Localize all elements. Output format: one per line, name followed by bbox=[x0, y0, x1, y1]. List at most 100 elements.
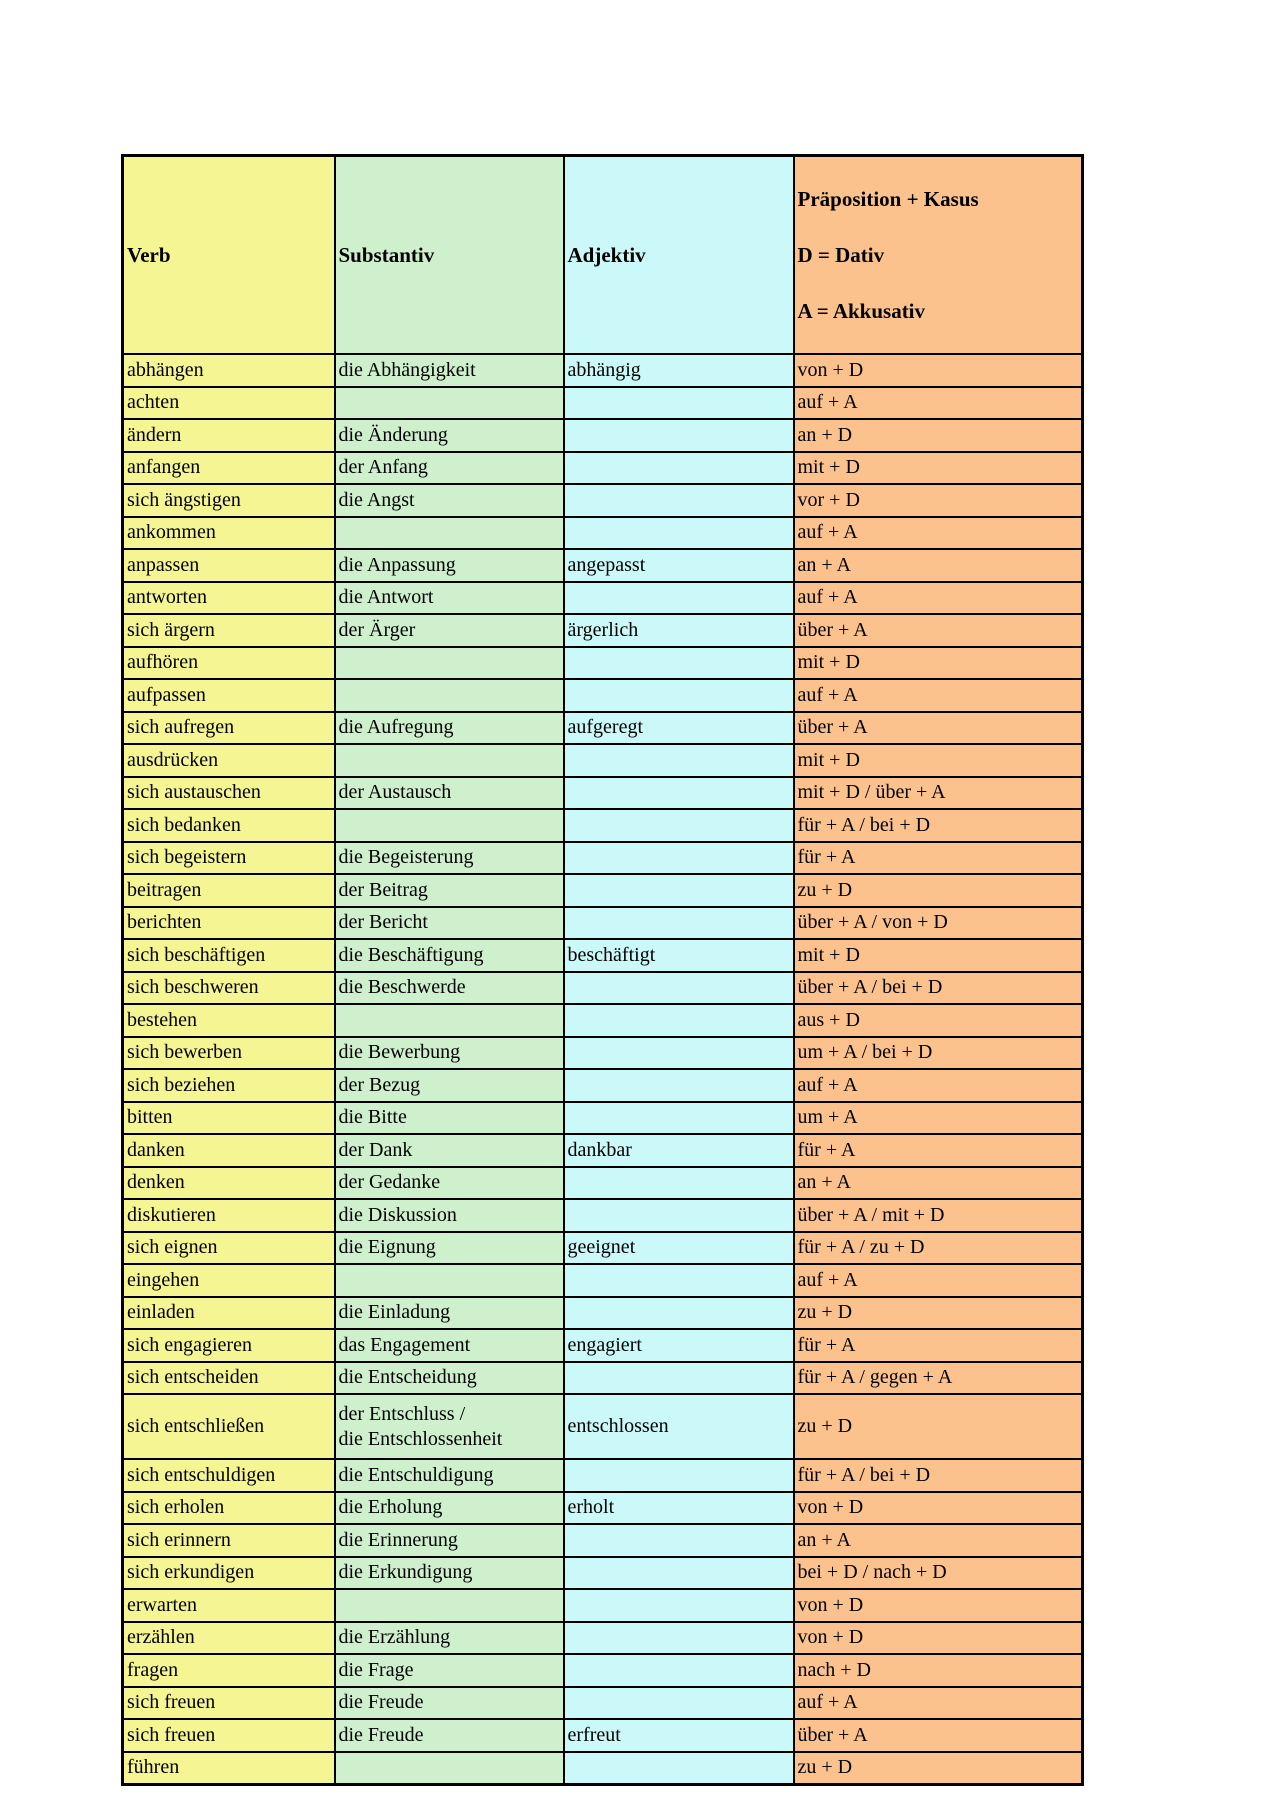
cell-substantiv bbox=[333, 385, 565, 420]
table-row: beitragen der Beitrag zu + D bbox=[121, 873, 1084, 908]
table-row: ausdrücken mit + D bbox=[121, 743, 1084, 778]
cell-verb: danken bbox=[121, 1133, 336, 1168]
cell-substantiv bbox=[333, 1750, 565, 1785]
table-row: sich entschuldigen die Entschuldigung fü… bbox=[121, 1458, 1084, 1493]
cell-praeposition: auf + A bbox=[792, 515, 1084, 550]
cell-praeposition: zu + D bbox=[792, 873, 1084, 908]
cell-praeposition: für + A / gegen + A bbox=[792, 1360, 1084, 1395]
column-header-substantiv: Substantiv bbox=[333, 154, 565, 355]
cell-praeposition: mit + D bbox=[792, 450, 1084, 485]
cell-verb: abhängen bbox=[121, 353, 336, 388]
cell-verb: sich freuen bbox=[121, 1718, 336, 1753]
table-row: danken der Dank dankbar für + A bbox=[121, 1133, 1084, 1168]
table-row: sich aufregen die Aufregung aufgeregt üb… bbox=[121, 710, 1084, 745]
cell-adjektiv: engagiert bbox=[562, 1328, 795, 1363]
cell-verb: achten bbox=[121, 385, 336, 420]
table-row: anfangen der Anfang mit + D bbox=[121, 450, 1084, 485]
cell-praeposition: zu + D bbox=[792, 1393, 1084, 1460]
table-row: sich erkundigen die Erkundigung bei + D … bbox=[121, 1555, 1084, 1590]
cell-praeposition: für + A bbox=[792, 840, 1084, 875]
table-row: ankommen auf + A bbox=[121, 515, 1084, 550]
cell-substantiv: die Beschwerde bbox=[333, 970, 565, 1005]
cell-praeposition: mit + D bbox=[792, 743, 1084, 778]
table-row: eingehen auf + A bbox=[121, 1263, 1084, 1298]
cell-substantiv: die Entschuldigung bbox=[333, 1458, 565, 1493]
cell-praeposition: mit + D bbox=[792, 645, 1084, 680]
cell-substantiv: die Antwort bbox=[333, 580, 565, 615]
cell-praeposition: auf + A bbox=[792, 1068, 1084, 1103]
cell-substantiv: der Bezug bbox=[333, 1068, 565, 1103]
cell-adjektiv: erholt bbox=[562, 1490, 795, 1525]
cell-verb: sich erkundigen bbox=[121, 1555, 336, 1590]
table-row: führen zu + D bbox=[121, 1750, 1084, 1785]
cell-verb: sich erinnern bbox=[121, 1523, 336, 1558]
cell-adjektiv bbox=[562, 580, 795, 615]
cell-substantiv bbox=[333, 808, 565, 843]
table-row: sich eignen die Eignung geeignet für + A… bbox=[121, 1230, 1084, 1265]
cell-adjektiv bbox=[562, 873, 795, 908]
cell-verb: sich beziehen bbox=[121, 1068, 336, 1103]
column-header-verb: Verb bbox=[121, 154, 336, 355]
cell-adjektiv bbox=[562, 1035, 795, 1070]
cell-praeposition: von + D bbox=[792, 353, 1084, 388]
cell-praeposition: an + D bbox=[792, 418, 1084, 453]
cell-substantiv: die Bitte bbox=[333, 1100, 565, 1135]
cell-praeposition: an + A bbox=[792, 548, 1084, 583]
cell-praeposition: um + A / bei + D bbox=[792, 1035, 1084, 1070]
table-row: sich beziehen der Bezug auf + A bbox=[121, 1068, 1084, 1103]
cell-adjektiv: aufgeregt bbox=[562, 710, 795, 745]
cell-praeposition: zu + D bbox=[792, 1295, 1084, 1330]
table-row: sich beschweren die Beschwerde über + A … bbox=[121, 970, 1084, 1005]
cell-verb: sich entschließen bbox=[121, 1393, 336, 1460]
cell-adjektiv: angepasst bbox=[562, 548, 795, 583]
cell-adjektiv bbox=[562, 905, 795, 940]
cell-substantiv: das Engagement bbox=[333, 1328, 565, 1363]
header-line-dativ: D = Dativ bbox=[797, 243, 885, 267]
cell-verb: führen bbox=[121, 1750, 336, 1785]
cell-verb: sich freuen bbox=[121, 1685, 336, 1720]
cell-adjektiv bbox=[562, 1555, 795, 1590]
cell-praeposition: über + A / von + D bbox=[792, 905, 1084, 940]
cell-verb: diskutieren bbox=[121, 1198, 336, 1233]
cell-substantiv bbox=[333, 515, 565, 550]
cell-adjektiv bbox=[562, 1588, 795, 1623]
cell-verb: erzählen bbox=[121, 1620, 336, 1655]
cell-verb: sich bewerben bbox=[121, 1035, 336, 1070]
table-row: denken der Gedanke an + A bbox=[121, 1165, 1084, 1200]
cell-substantiv: die Eignung bbox=[333, 1230, 565, 1265]
table-row: erwarten von + D bbox=[121, 1588, 1084, 1623]
cell-verb: sich bedanken bbox=[121, 808, 336, 843]
cell-adjektiv bbox=[562, 1653, 795, 1688]
cell-verb: sich austauschen bbox=[121, 775, 336, 810]
cell-substantiv: der Gedanke bbox=[333, 1165, 565, 1200]
cell-praeposition: vor + D bbox=[792, 483, 1084, 518]
cell-adjektiv bbox=[562, 1750, 795, 1785]
table-row: ändern die Änderung an + D bbox=[121, 418, 1084, 453]
cell-substantiv: die Abhängigkeit bbox=[333, 353, 565, 388]
cell-adjektiv bbox=[562, 1263, 795, 1298]
table-row: sich beschäftigen die Beschäftigung besc… bbox=[121, 938, 1084, 973]
cell-substantiv: die Erinnerung bbox=[333, 1523, 565, 1558]
cell-praeposition: an + A bbox=[792, 1523, 1084, 1558]
cell-verb: ankommen bbox=[121, 515, 336, 550]
cell-substantiv: die Entscheidung bbox=[333, 1360, 565, 1395]
cell-verb: denken bbox=[121, 1165, 336, 1200]
header-row: Verb Substantiv Adjektiv Präposition + K… bbox=[121, 154, 1084, 355]
cell-substantiv: der Beitrag bbox=[333, 873, 565, 908]
cell-verb: anpassen bbox=[121, 548, 336, 583]
cell-substantiv: die Frage bbox=[333, 1653, 565, 1688]
cell-praeposition: über + A / bei + D bbox=[792, 970, 1084, 1005]
cell-substantiv: der Bericht bbox=[333, 905, 565, 940]
cell-adjektiv bbox=[562, 1620, 795, 1655]
header-line-praeposition-kasus: Präposition + Kasus bbox=[797, 187, 979, 211]
table-row: fragen die Frage nach + D bbox=[121, 1653, 1084, 1688]
cell-substantiv: der Ärger bbox=[333, 613, 565, 648]
table-row: sich bewerben die Bewerbung um + A / bei… bbox=[121, 1035, 1084, 1070]
table-row: sich entschließen der Entschluss / die E… bbox=[121, 1393, 1084, 1460]
cell-substantiv: die Erzählung bbox=[333, 1620, 565, 1655]
table-row: einladen die Einladung zu + D bbox=[121, 1295, 1084, 1330]
cell-adjektiv: abhängig bbox=[562, 353, 795, 388]
cell-verb: fragen bbox=[121, 1653, 336, 1688]
table-row: sich engagieren das Engagement engagiert… bbox=[121, 1328, 1084, 1363]
